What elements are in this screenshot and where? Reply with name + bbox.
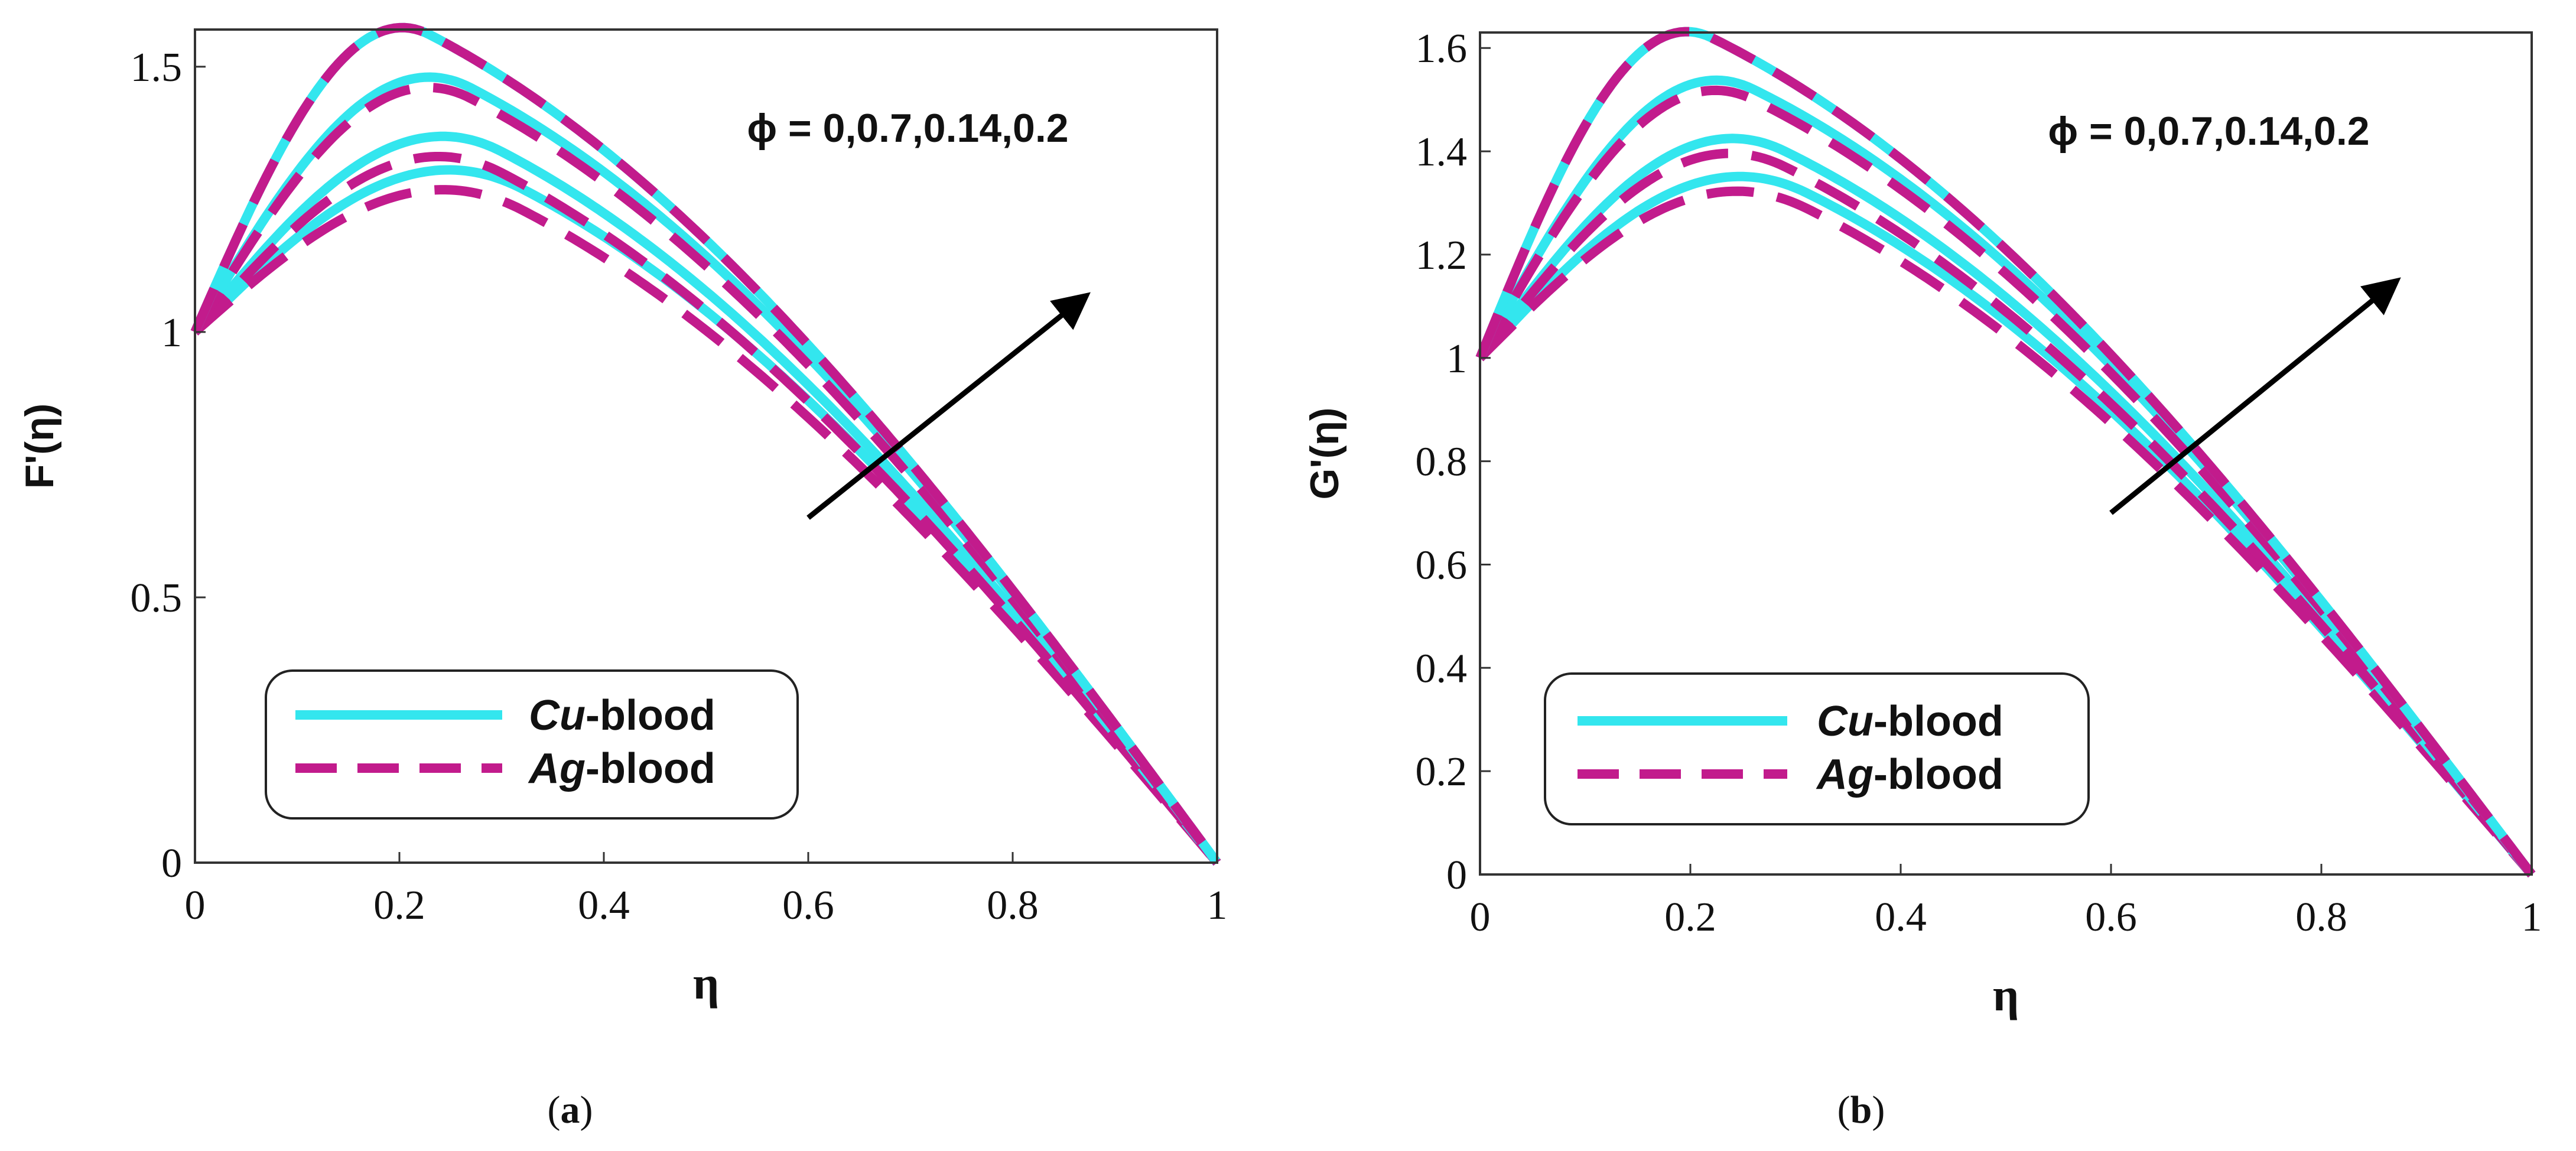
x-tick-label: 0 [1470, 895, 1491, 940]
y-tick-label: 1 [1446, 336, 1467, 382]
panel-b: 0 0.2 0.4 0.6 0.8 1 0 0.2 0.4 0.6 0.8 1 1.2 1.4 1.6 ϕ… [1302, 26, 2542, 1132]
legend-a: Cu-blood Ag-blood [265, 669, 799, 820]
legend-cu-suffix-a: -blood [586, 692, 715, 739]
y-axis-label-a: F'(η) [17, 404, 62, 489]
caption-a: (a) [548, 1088, 593, 1132]
increase-arrow-a [806, 292, 1091, 520]
legend-ag-suffix-b: -blood [1874, 751, 2003, 798]
x-tick-label: 0.2 [373, 883, 425, 928]
y-tick-label: 0 [1446, 853, 1467, 898]
series-line-ag-1 [1476, 186, 2536, 878]
panel-a: 0 0.2 0.4 0.6 0.8 1 0 0.5 1 1.5 ϕ = 0,0.7,0.14,0… [17, 22, 1228, 1132]
legend-b: Cu-blood Ag-blood [1544, 672, 2090, 825]
legend-box-a [265, 669, 799, 820]
phi-annotation-a: ϕ = 0,0.7,0.14,0.2 [747, 106, 1068, 151]
y-tick-label: 1.6 [1416, 26, 1468, 71]
curves-panel-a [190, 22, 1221, 866]
x-tick-label: 0.4 [578, 883, 630, 928]
y-tick-label: 0 [161, 841, 182, 886]
x-tick-label: 1 [2522, 895, 2542, 940]
series-line-cu-2 [191, 131, 1221, 866]
caption-a-open: ( [548, 1088, 561, 1132]
legend-cu-suffix-b: -blood [1874, 698, 2003, 745]
x-axis-label-a: η [693, 957, 719, 1009]
legend-ag-suffix-a: -blood [586, 745, 715, 792]
caption-b-letter: b [1850, 1088, 1872, 1132]
x-tick-label: 0.8 [2295, 895, 2347, 940]
curves-panel-b [1475, 27, 2536, 878]
x-tick-label: 0 [185, 883, 206, 928]
series-line-ag-7 [1475, 27, 2536, 877]
y-tick-label: 0.2 [1416, 749, 1468, 795]
y-ticks-a: 0 0.5 1 1.5 [131, 45, 206, 886]
caption-b: (b) [1837, 1088, 1885, 1132]
legend-cu-prefix-b: Cu [1817, 698, 1874, 745]
caption-a-close: ) [580, 1088, 593, 1132]
legend-label-ag-b: Ag-blood [1816, 751, 2003, 798]
legend-ag-prefix-a: Ag [528, 745, 586, 792]
x-tick-label: 0.6 [2085, 895, 2137, 940]
y-tick-label: 1.2 [1416, 233, 1468, 278]
legend-label-cu-b: Cu-blood [1817, 698, 2003, 745]
y-axis-label-b: G'(η) [1302, 408, 1347, 500]
y-ticks-b: 0 0.2 0.4 0.6 0.8 1 1.2 1.4 1.6 [1416, 26, 1491, 898]
x-tick-label: 1 [1207, 883, 1228, 928]
x-tick-label: 0.4 [1875, 895, 1927, 940]
y-tick-label: 1.4 [1416, 129, 1468, 175]
legend-label-ag-a: Ag-blood [528, 745, 715, 792]
series-line-ag-7 [190, 22, 1221, 866]
x-tick-label: 0.8 [987, 883, 1039, 928]
caption-a-letter: a [561, 1088, 580, 1132]
caption-b-open: ( [1837, 1088, 1850, 1132]
plot-frame-a [194, 28, 1218, 864]
caption-b-close: ) [1872, 1088, 1885, 1132]
y-tick-label: 0.8 [1416, 440, 1468, 485]
y-tick-label: 0.6 [1416, 542, 1468, 588]
legend-ag-prefix-b: Ag [1816, 751, 1874, 798]
plot-frame-b [1479, 31, 2533, 876]
series-line-ag-1 [191, 185, 1221, 866]
x-ticks-b: 0 0.2 0.4 0.6 0.8 1 [1470, 864, 2542, 940]
legend-cu-prefix-a: Cu [529, 692, 586, 739]
x-tick-label: 0.2 [1664, 895, 1716, 940]
y-tick-label: 1 [161, 310, 182, 356]
series-line-ag-5 [191, 82, 1221, 866]
legend-label-cu-a: Cu-blood [529, 692, 715, 739]
y-tick-label: 1.5 [131, 45, 183, 90]
series-line-ag-3 [1476, 148, 2536, 878]
phi-annotation-b: ϕ = 0,0.7,0.14,0.2 [2048, 109, 2369, 154]
legend-box-b [1544, 672, 2090, 825]
x-tick-label: 0.6 [782, 883, 834, 928]
y-tick-label: 0.4 [1416, 646, 1468, 691]
y-tick-label: 0.5 [131, 576, 183, 621]
series-line-ag-3 [191, 152, 1221, 866]
x-axis-label-b: η [1993, 969, 2019, 1020]
increase-arrow-b [2109, 277, 2401, 515]
x-ticks-a: 0 0.2 0.4 0.6 0.8 1 [185, 852, 1228, 928]
